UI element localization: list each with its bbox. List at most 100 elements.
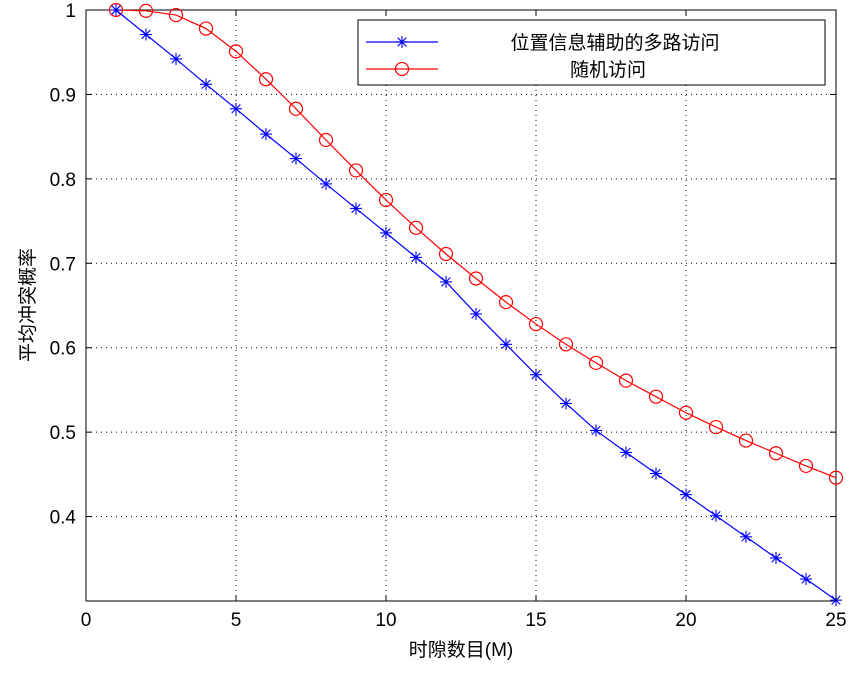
asterisk-stroke	[711, 511, 721, 521]
data-point-series-1	[560, 397, 572, 410]
data-point-series-1	[470, 307, 482, 320]
data-point-series-2	[408, 220, 424, 235]
asterisk-stroke	[771, 553, 781, 563]
asterisk-stroke	[261, 129, 271, 139]
data-point-series-1	[410, 251, 422, 264]
data-point-series-1	[260, 128, 272, 141]
data-point-series-2	[528, 316, 544, 332]
legend-marker-2	[394, 61, 410, 77]
data-point-series-1	[650, 467, 662, 480]
y-tick-label: 0.6	[50, 339, 76, 360]
data-point-series-2	[108, 2, 124, 18]
data-point-series-1	[170, 52, 182, 65]
data-point-series-2	[348, 163, 364, 178]
data-point-series-1	[200, 78, 212, 91]
data-point-series-2	[798, 458, 814, 474]
data-point-series-2	[468, 271, 484, 286]
x-tick-label: 25	[825, 610, 846, 631]
x-tick-label: 20	[675, 610, 696, 631]
asterisk-stroke	[741, 532, 751, 542]
data-point-series-1	[440, 275, 452, 288]
asterisk-stroke	[397, 37, 407, 47]
grid-layer	[86, 10, 836, 601]
y-tick-label: 0.8	[50, 170, 76, 191]
data-point-series-1	[770, 551, 782, 564]
asterisk-stroke	[141, 29, 151, 40]
data-point-series-2	[588, 355, 604, 371]
data-point-series-1	[710, 509, 722, 522]
y-axis-title: 平均冲突概率	[17, 248, 39, 362]
series-layer	[108, 2, 844, 607]
y-tick-label: 0.4	[50, 508, 77, 529]
y-tick-label: 0.7	[50, 254, 76, 275]
legend-marker-1	[396, 36, 408, 48]
asterisk-stroke	[351, 203, 361, 214]
x-tick-label: 15	[525, 610, 546, 631]
data-point-series-2	[708, 419, 724, 435]
data-point-series-1	[290, 152, 302, 165]
data-point-series-2	[288, 101, 304, 116]
asterisk-stroke	[591, 425, 601, 436]
plot-area	[85, 9, 837, 602]
data-point-series-2	[378, 192, 394, 208]
data-point-series-2	[678, 405, 694, 420]
data-point-series-2	[648, 389, 664, 404]
asterisk-stroke	[531, 370, 541, 380]
data-point-series-2	[318, 132, 334, 148]
data-point-series-1	[110, 4, 122, 16]
data-point-series-2	[258, 72, 274, 87]
x-tick-label: 10	[375, 610, 396, 631]
data-point-series-1	[590, 424, 602, 437]
x-tick-label: 0	[81, 610, 92, 631]
asterisk-stroke	[201, 79, 211, 90]
data-point-series-2	[828, 470, 844, 485]
data-point-series-1	[500, 338, 512, 351]
data-point-series-1	[380, 226, 392, 239]
legend-label-2: 随机访问	[570, 59, 646, 81]
data-point-series-1	[230, 102, 242, 115]
data-point-series-2	[138, 3, 154, 18]
data-point-series-2	[168, 7, 184, 23]
data-point-series-1	[140, 28, 152, 41]
y-tick-label: 0.9	[50, 85, 76, 106]
asterisk-stroke	[621, 447, 631, 458]
data-point-series-2	[738, 433, 754, 448]
data-point-series-2	[558, 337, 574, 352]
asterisk-stroke	[651, 468, 661, 479]
asterisk-stroke	[561, 398, 571, 409]
data-point-series-2	[768, 446, 784, 461]
data-point-series-1	[350, 202, 362, 215]
axis-layer: 0 5 10 15 20 25 0.4 0.5 0.6 0.7 0.8 0.9 1	[50, 1, 847, 631]
asterisk-stroke	[381, 228, 391, 238]
asterisk-stroke	[321, 179, 331, 189]
asterisk-stroke	[231, 104, 241, 114]
asterisk-stroke	[291, 153, 301, 164]
data-point-series-2	[618, 373, 634, 388]
asterisk-stroke	[171, 54, 181, 64]
series-line-2	[115, 9, 837, 479]
data-point-series-2	[198, 21, 214, 36]
data-point-series-1	[620, 446, 632, 459]
asterisk-stroke	[501, 339, 511, 350]
data-point-series-1	[740, 530, 752, 543]
data-point-series-2	[228, 44, 244, 59]
asterisk-stroke	[441, 277, 451, 287]
data-point-series-2	[438, 246, 454, 262]
x-axis-title: 时隙数目(M)	[409, 639, 513, 661]
data-point-series-1	[530, 368, 542, 381]
legend-label-1: 位置信息辅助的多路访问	[510, 32, 719, 54]
asterisk-stroke	[111, 5, 121, 15]
data-point-series-1	[800, 573, 812, 586]
asterisk-stroke	[801, 574, 811, 584]
asterisk-stroke	[411, 252, 421, 263]
legend-box	[357, 19, 826, 86]
x-tick-label: 5	[231, 610, 242, 631]
y-tick-label: 0.5	[50, 423, 76, 444]
asterisk-stroke	[681, 489, 691, 500]
asterisk-stroke	[471, 309, 481, 319]
data-point-series-1	[320, 177, 332, 190]
